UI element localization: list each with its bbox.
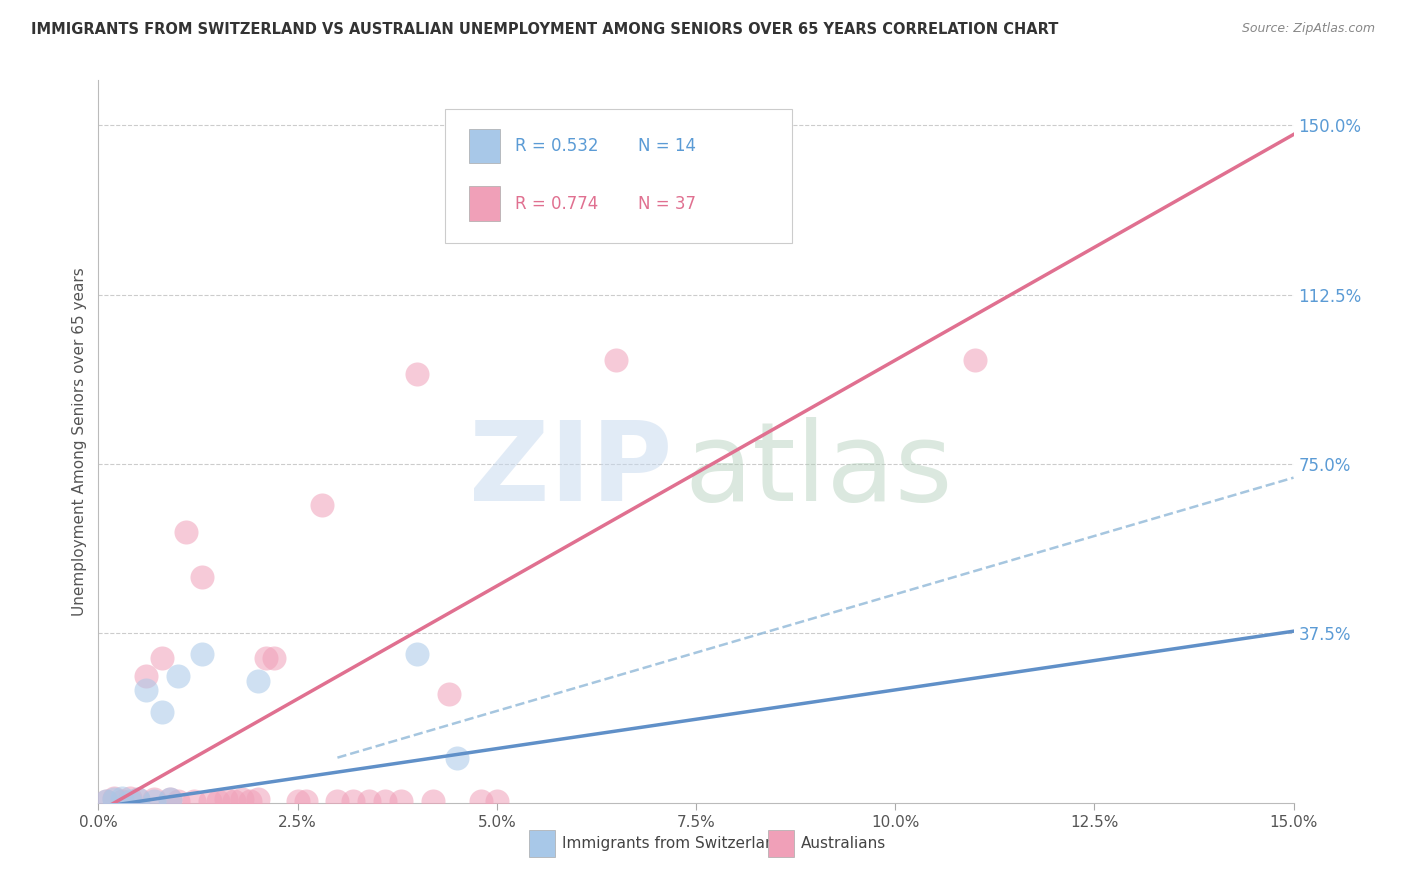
Point — [96, 793, 118, 807]
Point — [246, 792, 269, 806]
Point — [191, 570, 214, 584]
Text: atlas: atlas — [685, 417, 952, 524]
Point — [143, 793, 166, 807]
Point — [287, 793, 309, 807]
Bar — [768, 830, 794, 857]
Point — [183, 793, 205, 807]
Point — [470, 793, 492, 807]
Point — [111, 791, 134, 805]
Point — [326, 793, 349, 807]
Point — [127, 792, 149, 806]
Point — [150, 706, 173, 720]
Point — [167, 669, 190, 683]
FancyBboxPatch shape — [446, 109, 792, 243]
Point — [222, 793, 245, 807]
Y-axis label: Unemployment Among Seniors over 65 years: Unemployment Among Seniors over 65 years — [72, 268, 87, 615]
Point — [135, 682, 157, 697]
Point — [127, 792, 149, 806]
Point — [143, 792, 166, 806]
Point — [422, 793, 444, 807]
Point — [174, 524, 197, 539]
Point — [437, 687, 460, 701]
Text: Immigrants from Switzerland: Immigrants from Switzerland — [562, 836, 785, 851]
Point — [406, 367, 429, 381]
Point — [135, 669, 157, 683]
Point — [963, 353, 986, 368]
Point — [231, 792, 253, 806]
Text: N = 14: N = 14 — [638, 137, 696, 155]
Point — [111, 793, 134, 807]
Point — [263, 651, 285, 665]
Point — [103, 791, 125, 805]
Point — [311, 498, 333, 512]
Text: N = 37: N = 37 — [638, 194, 696, 213]
Point — [246, 673, 269, 688]
Point — [120, 791, 142, 805]
Point — [294, 793, 316, 807]
Bar — [470, 128, 501, 163]
Point — [150, 651, 173, 665]
Point — [120, 793, 142, 807]
Text: R = 0.774: R = 0.774 — [515, 194, 598, 213]
Point — [406, 647, 429, 661]
Text: IMMIGRANTS FROM SWITZERLAND VS AUSTRALIAN UNEMPLOYMENT AMONG SENIORS OVER 65 YEA: IMMIGRANTS FROM SWITZERLAND VS AUSTRALIA… — [31, 22, 1059, 37]
Text: R = 0.532: R = 0.532 — [515, 137, 599, 155]
Point — [605, 353, 627, 368]
Point — [374, 793, 396, 807]
Text: ZIP: ZIP — [468, 417, 672, 524]
Point — [215, 792, 238, 806]
Point — [198, 793, 221, 807]
Point — [159, 792, 181, 806]
Point — [239, 793, 262, 807]
Bar — [529, 830, 555, 857]
Point — [167, 793, 190, 807]
Bar — [470, 186, 501, 221]
Point — [254, 651, 277, 665]
Text: Source: ZipAtlas.com: Source: ZipAtlas.com — [1241, 22, 1375, 36]
Text: Australians: Australians — [801, 836, 886, 851]
Point — [207, 793, 229, 807]
Point — [191, 647, 214, 661]
Point — [159, 792, 181, 806]
Point — [446, 750, 468, 764]
Point — [389, 793, 412, 807]
Point — [103, 792, 125, 806]
Point — [485, 793, 508, 807]
Point — [96, 793, 118, 807]
Point — [359, 793, 381, 807]
Point — [342, 793, 364, 807]
